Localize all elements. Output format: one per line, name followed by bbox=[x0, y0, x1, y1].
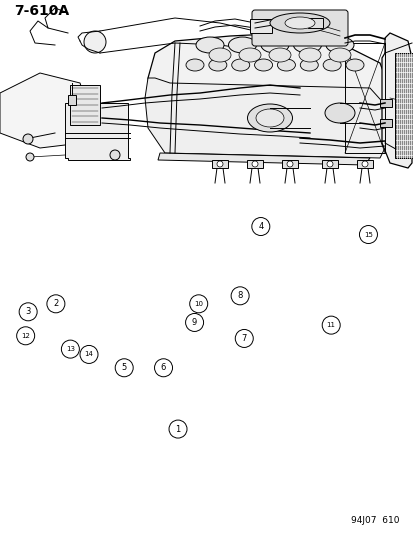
Circle shape bbox=[17, 327, 35, 345]
Ellipse shape bbox=[185, 59, 204, 71]
Bar bbox=[247, 160, 262, 168]
Circle shape bbox=[326, 161, 332, 167]
Text: 12: 12 bbox=[21, 333, 30, 339]
Bar bbox=[394, 53, 412, 158]
Ellipse shape bbox=[328, 48, 350, 62]
Ellipse shape bbox=[345, 59, 363, 71]
Circle shape bbox=[251, 217, 269, 236]
Circle shape bbox=[61, 340, 79, 358]
Text: 7-610A: 7-610A bbox=[14, 4, 69, 18]
Ellipse shape bbox=[209, 48, 230, 62]
Text: 13: 13 bbox=[66, 346, 75, 352]
Bar bbox=[281, 160, 297, 168]
FancyBboxPatch shape bbox=[252, 10, 347, 46]
Ellipse shape bbox=[208, 59, 226, 71]
Ellipse shape bbox=[247, 104, 292, 132]
Circle shape bbox=[235, 329, 253, 348]
Ellipse shape bbox=[284, 17, 314, 29]
Text: 8: 8 bbox=[237, 292, 242, 300]
Ellipse shape bbox=[298, 48, 320, 62]
Bar bbox=[68, 95, 76, 105]
Ellipse shape bbox=[299, 59, 318, 71]
Polygon shape bbox=[0, 73, 90, 148]
Circle shape bbox=[361, 161, 367, 167]
Circle shape bbox=[115, 359, 133, 377]
Ellipse shape bbox=[195, 37, 223, 53]
Circle shape bbox=[154, 359, 172, 377]
Circle shape bbox=[80, 345, 98, 364]
Circle shape bbox=[110, 150, 120, 160]
Text: 3: 3 bbox=[26, 308, 31, 316]
Polygon shape bbox=[381, 33, 411, 168]
Circle shape bbox=[169, 420, 187, 438]
Ellipse shape bbox=[254, 59, 272, 71]
Bar bbox=[379, 99, 391, 107]
Circle shape bbox=[19, 303, 37, 321]
Circle shape bbox=[358, 225, 377, 244]
Bar bbox=[379, 119, 391, 127]
Text: 11: 11 bbox=[326, 322, 335, 328]
Text: 15: 15 bbox=[363, 231, 372, 238]
Circle shape bbox=[189, 295, 207, 313]
Text: 6: 6 bbox=[161, 364, 166, 372]
Ellipse shape bbox=[324, 103, 354, 123]
Circle shape bbox=[321, 316, 339, 334]
Ellipse shape bbox=[277, 59, 295, 71]
Bar bbox=[321, 160, 337, 168]
Text: 4: 4 bbox=[258, 222, 263, 231]
Circle shape bbox=[216, 161, 223, 167]
Ellipse shape bbox=[255, 109, 283, 127]
Text: 14: 14 bbox=[84, 351, 93, 358]
Ellipse shape bbox=[260, 37, 288, 53]
Circle shape bbox=[185, 313, 203, 332]
Text: 94J07  610: 94J07 610 bbox=[351, 516, 399, 525]
Ellipse shape bbox=[268, 48, 290, 62]
Bar bbox=[307, 18, 322, 28]
Circle shape bbox=[23, 134, 33, 144]
Bar bbox=[249, 19, 271, 33]
Circle shape bbox=[47, 295, 65, 313]
Bar bbox=[344, 43, 384, 153]
Ellipse shape bbox=[269, 13, 329, 33]
Text: 9: 9 bbox=[192, 318, 197, 327]
Text: 5: 5 bbox=[121, 364, 126, 372]
Ellipse shape bbox=[231, 59, 249, 71]
Bar bbox=[356, 160, 372, 168]
Ellipse shape bbox=[238, 48, 260, 62]
Polygon shape bbox=[145, 78, 389, 158]
Text: 1: 1 bbox=[175, 425, 180, 433]
Text: 7: 7 bbox=[241, 334, 246, 343]
Ellipse shape bbox=[323, 59, 340, 71]
Ellipse shape bbox=[325, 37, 353, 53]
Circle shape bbox=[252, 161, 257, 167]
Ellipse shape bbox=[293, 37, 321, 53]
Polygon shape bbox=[158, 153, 369, 165]
Text: 10: 10 bbox=[194, 301, 203, 307]
Ellipse shape bbox=[228, 37, 256, 53]
Text: 2: 2 bbox=[53, 300, 58, 308]
Circle shape bbox=[230, 287, 249, 305]
Bar bbox=[70, 85, 100, 125]
Circle shape bbox=[26, 153, 34, 161]
Bar bbox=[211, 160, 228, 168]
Ellipse shape bbox=[84, 31, 106, 53]
Circle shape bbox=[286, 161, 292, 167]
Polygon shape bbox=[65, 103, 130, 160]
Polygon shape bbox=[147, 33, 394, 158]
